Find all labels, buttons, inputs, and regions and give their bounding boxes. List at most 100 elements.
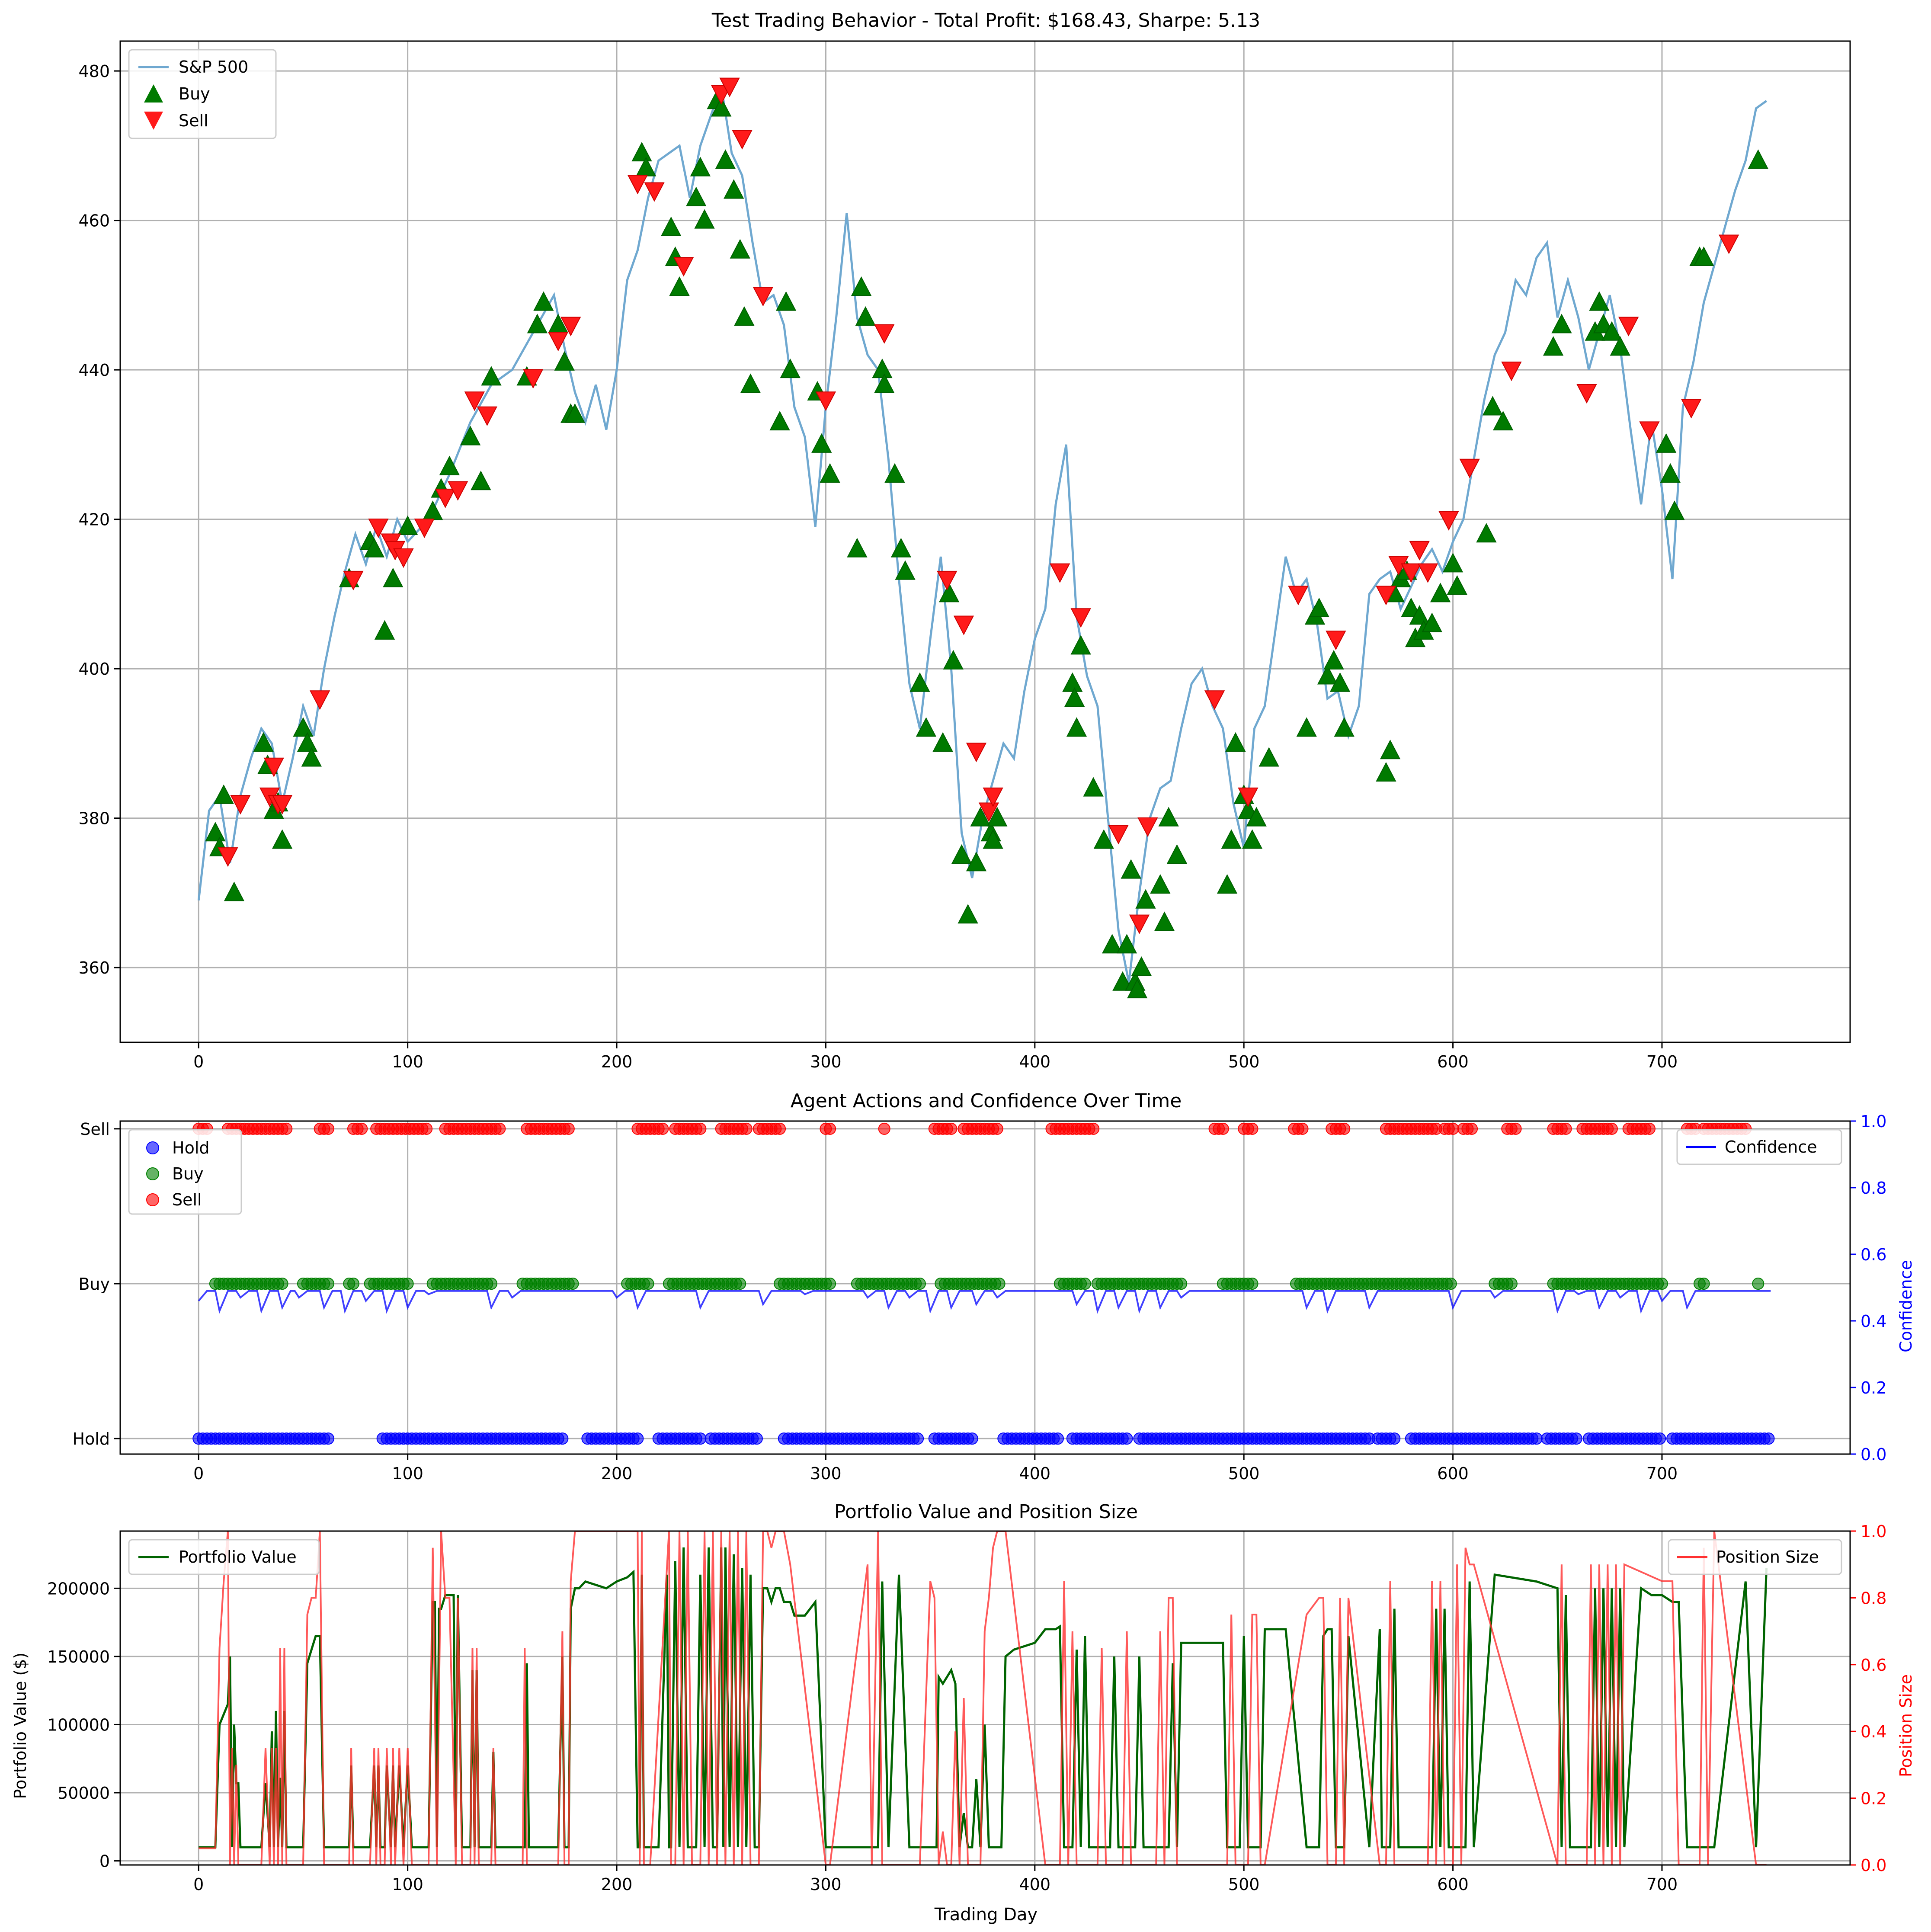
y-tick-label: Sell — [80, 1120, 110, 1139]
hold-dot — [1388, 1432, 1401, 1445]
buy-marker — [439, 455, 460, 475]
buy-marker — [932, 732, 953, 752]
buy-marker — [780, 358, 801, 378]
buy-marker — [1442, 553, 1463, 573]
y-tick-label: Hold — [72, 1429, 110, 1448]
sell-marker — [1137, 817, 1158, 837]
buy-marker — [966, 852, 987, 871]
sell-dot — [493, 1122, 506, 1135]
x-tick-label: 300 — [810, 1052, 842, 1071]
sell-marker — [815, 391, 836, 411]
buy-marker — [669, 276, 690, 296]
sell-marker — [230, 795, 251, 815]
right-tick-label: 0.2 — [1861, 1378, 1886, 1397]
x-tick-label: 600 — [1437, 1875, 1469, 1894]
legend-price-label: S&P 500 — [179, 58, 248, 77]
legend-label: Buy — [172, 1164, 204, 1183]
legend-label: Position Size — [1716, 1548, 1819, 1567]
plot-frame — [119, 1530, 1851, 1866]
buy-marker — [383, 567, 403, 587]
portfolio-panel: 0 100 200 300 400 500 600 700 0 50000 100000 150000… — [47, 1522, 1887, 1894]
y-tick-label: 0 — [99, 1852, 110, 1871]
buy-marker — [272, 829, 293, 849]
buy-marker — [970, 807, 991, 827]
buy-marker — [1601, 321, 1622, 341]
right-tick-label: 0.6 — [1861, 1656, 1886, 1675]
y-tick-label: 460 — [78, 211, 110, 231]
right-tick-label: 0.4 — [1861, 1722, 1886, 1741]
x-tick-label: 700 — [1646, 1875, 1678, 1894]
right-tick-label: 1.0 — [1861, 1522, 1886, 1541]
buy-dot — [401, 1278, 414, 1290]
sell-marker — [966, 743, 987, 763]
right-tick-label: 0.0 — [1861, 1856, 1886, 1875]
buy-marker — [686, 186, 707, 206]
buy-marker — [301, 747, 322, 767]
sell-dot — [740, 1122, 753, 1135]
buy-marker — [775, 291, 797, 311]
buy-marker — [711, 97, 732, 117]
buy-marker — [1551, 314, 1572, 333]
buy-marker — [938, 583, 960, 602]
buy-marker — [694, 209, 715, 229]
sell-marker — [1288, 586, 1309, 606]
sell-marker — [874, 324, 895, 344]
buy-marker — [1259, 747, 1279, 767]
buy-marker — [1093, 829, 1114, 849]
buy-marker — [690, 157, 711, 176]
chart3-right-ylabel: Position Size — [1896, 1674, 1915, 1777]
hold-dot — [631, 1432, 644, 1445]
buy-marker — [1154, 911, 1175, 931]
buy-marker — [527, 314, 548, 333]
x-tick-label: 500 — [1228, 1464, 1260, 1483]
sell-dot — [1217, 1122, 1229, 1135]
legend-label: Hold — [172, 1138, 210, 1157]
buy-marker — [820, 463, 840, 483]
sell-dot — [1338, 1122, 1351, 1135]
sell-marker — [272, 795, 293, 815]
buy-marker — [460, 426, 481, 445]
legend-sell-label: Sell — [179, 111, 208, 130]
legend-label: Portfolio Value — [179, 1548, 297, 1567]
sell-dot — [562, 1122, 575, 1135]
y-tick-label: 400 — [78, 660, 110, 679]
legend-box — [128, 1539, 320, 1575]
buy-marker — [1656, 433, 1677, 453]
x-tick-label: 700 — [1646, 1052, 1678, 1071]
y-tick-label: 150000 — [47, 1647, 110, 1666]
sell-marker — [719, 77, 740, 97]
buy-marker — [1112, 971, 1133, 991]
buy-marker — [1589, 291, 1610, 311]
buy-marker — [1070, 635, 1091, 655]
sell-marker — [753, 287, 774, 307]
buy-marker — [884, 463, 905, 483]
buy-marker — [1323, 650, 1344, 670]
x-tick-label: 100 — [392, 1464, 423, 1483]
sell-marker — [1438, 511, 1459, 531]
buy-marker — [1217, 874, 1238, 894]
buy-marker — [1693, 246, 1714, 266]
sell-marker — [309, 690, 330, 710]
sell-marker — [1401, 563, 1422, 583]
sell-dot — [656, 1122, 669, 1135]
buy-marker — [1158, 807, 1179, 827]
buy-marker — [1102, 934, 1123, 954]
sell-dot — [1246, 1122, 1259, 1135]
sell-dot — [1466, 1122, 1478, 1135]
sell-dot — [878, 1122, 890, 1135]
sell-dot — [1447, 1122, 1459, 1135]
sell-marker — [464, 391, 485, 411]
legend-label: Confidence — [1725, 1137, 1817, 1157]
buy-dot — [913, 1278, 926, 1290]
sell-marker — [627, 175, 648, 195]
buy-marker — [554, 351, 575, 371]
hold-dot — [322, 1432, 334, 1445]
x-tick-label: 300 — [810, 1875, 842, 1894]
sell-dot — [1560, 1122, 1572, 1135]
x-tick-label: 600 — [1437, 1052, 1469, 1071]
buy-marker — [916, 717, 937, 737]
hold-dot — [966, 1432, 978, 1445]
chart1-title: Test Trading Behavior - Total Profit: $1… — [711, 10, 1260, 32]
buy-marker — [1083, 777, 1104, 797]
sell-marker — [1070, 608, 1091, 628]
